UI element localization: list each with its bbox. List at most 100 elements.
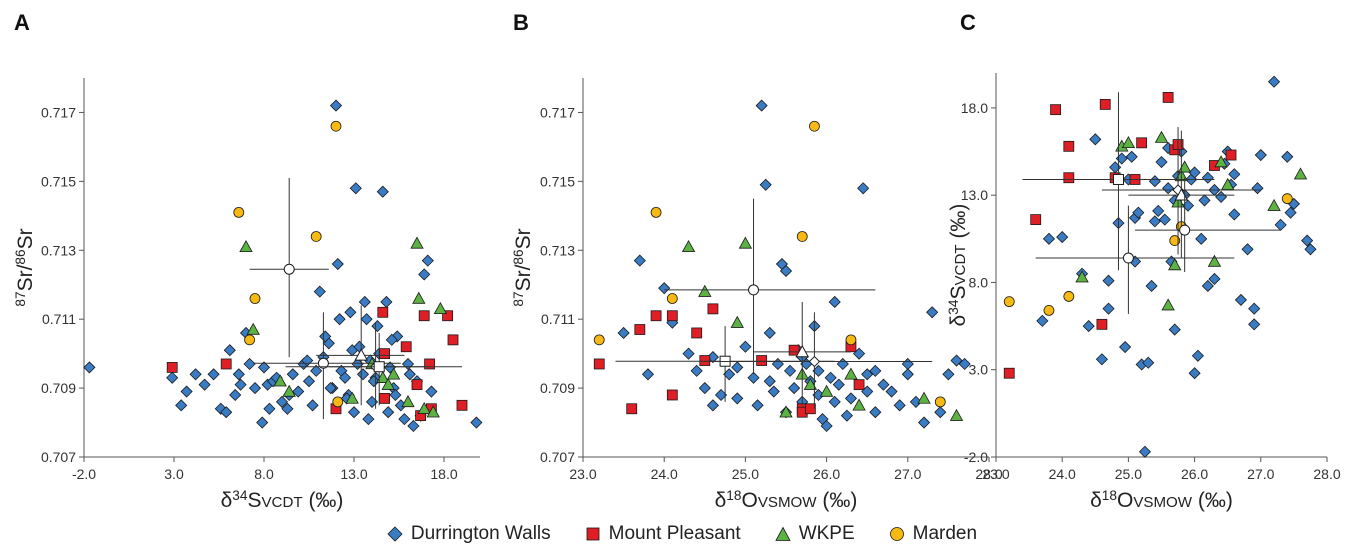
data-point (398, 413, 411, 426)
data-point (275, 395, 289, 408)
data-point (329, 99, 343, 112)
data-point (232, 368, 245, 381)
data-point (376, 370, 390, 383)
data-point (376, 185, 389, 198)
data-point (641, 368, 655, 381)
data-point (380, 295, 393, 309)
data-point (332, 396, 344, 408)
data-point (828, 395, 841, 408)
data-point (256, 416, 269, 429)
legend: Durrington Walls Mount Pleasant WKPE Mar… (0, 520, 1364, 548)
x-tick-label: 26.0 (1181, 466, 1208, 482)
data-point (626, 403, 638, 415)
data-point (1195, 232, 1208, 245)
mean-errorbar (753, 301, 851, 406)
series-durrington-walls (617, 99, 971, 433)
data-point (1254, 148, 1267, 162)
data-point (1284, 206, 1297, 219)
y-tick-label: 13.0 (961, 187, 988, 203)
data-point (426, 405, 440, 418)
legend-label: WKPE (798, 523, 855, 544)
data-point (377, 306, 389, 318)
data-point (273, 374, 287, 387)
data-point (381, 377, 395, 390)
x-tick-label: 26.0 (813, 466, 840, 482)
data-point (1063, 140, 1075, 152)
data-point (706, 399, 719, 412)
data-point (934, 396, 946, 408)
data-point (1228, 208, 1241, 221)
data-point (198, 378, 211, 391)
data-point (1201, 171, 1214, 184)
data-point (400, 341, 412, 353)
data-point (853, 379, 865, 391)
data-point (1119, 340, 1132, 354)
y-tick-label: 0.709 (540, 380, 575, 396)
data-point (1152, 204, 1165, 217)
data-point (1099, 99, 1111, 110)
data-point (338, 371, 352, 384)
data-point (824, 371, 837, 384)
data-point (1248, 302, 1261, 315)
data-point (593, 334, 605, 346)
data-point (819, 384, 834, 397)
mean-marker (1112, 173, 1124, 185)
series-wkpe (239, 236, 448, 418)
legend-label: Marden (912, 523, 978, 544)
data-point (1056, 231, 1069, 244)
data-point (1115, 152, 1128, 165)
mean-errorbar (316, 305, 405, 406)
data-point (1207, 254, 1222, 267)
mean-marker (283, 263, 295, 275)
data-point (412, 291, 426, 304)
data-point (1168, 258, 1182, 271)
data-point (934, 406, 947, 419)
data-point (1036, 314, 1049, 327)
data-point (633, 254, 646, 267)
x-axis-label: δ18OVSMOW (‰) (715, 488, 858, 513)
data-point (796, 231, 808, 242)
x-tick-label: 25.0 (732, 466, 759, 482)
x-tick-label: 23.0 (569, 466, 596, 482)
data-point (1281, 193, 1293, 205)
data-point (820, 419, 833, 433)
panel-b: B 0.707 0.709 0.711 0.713 0.715 0.717 23.0 24.0 2… (511, 10, 1003, 512)
data-point (783, 364, 797, 377)
data-point (1158, 213, 1171, 226)
legend-item-mount-pleasant: Mount Pleasant (585, 523, 741, 545)
data-point (828, 295, 841, 309)
data-point (1136, 137, 1148, 149)
data-point (1148, 175, 1161, 188)
data-point (901, 357, 914, 371)
data-point (180, 385, 193, 398)
data-point (175, 399, 188, 412)
mean-errorbar (664, 198, 876, 375)
data-point (302, 375, 316, 388)
data-point (1169, 235, 1181, 246)
y-tick-label: 0.715 (41, 173, 76, 189)
data-point (885, 385, 898, 398)
data-point (593, 358, 605, 370)
data-point (1248, 318, 1261, 331)
data-point (386, 367, 401, 380)
data-point (1267, 198, 1281, 211)
data-point (418, 310, 430, 322)
data-point (893, 399, 906, 412)
data-point (248, 382, 262, 395)
data-point (949, 408, 964, 421)
data-point (1063, 291, 1075, 302)
data-point (1089, 133, 1102, 146)
data-point (1142, 356, 1155, 369)
triangle-marker-icon (775, 526, 791, 541)
data-point (845, 334, 857, 346)
data-point (331, 257, 344, 271)
data-point (804, 403, 816, 415)
data-point (1095, 353, 1108, 366)
data-point (1082, 320, 1095, 333)
data-point (310, 364, 323, 377)
x-tick-label: 25.0 (1115, 466, 1142, 482)
data-point (1181, 199, 1195, 212)
data-point (1121, 135, 1136, 149)
panel-c: C -2.0 3.0 8.0 13.0 18.0 23.0 24.0 25.0 26.0 27.0 2… (946, 10, 1341, 512)
data-point (233, 206, 245, 218)
